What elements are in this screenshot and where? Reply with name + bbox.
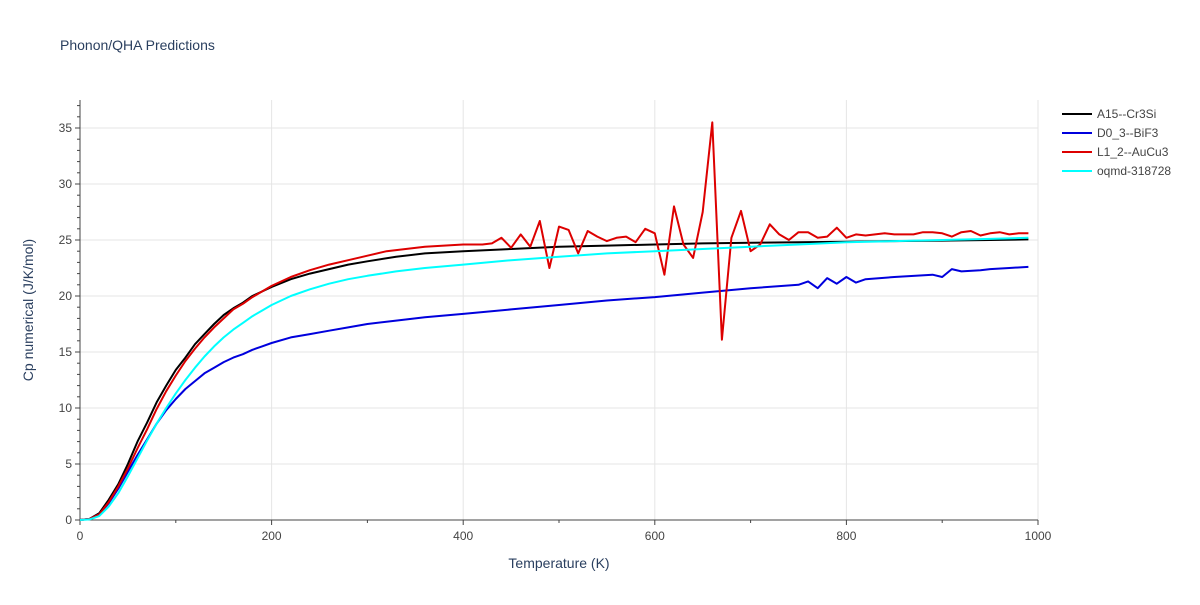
legend-label-oqmd-318728: oqmd-318728: [1097, 164, 1171, 178]
x-tick-label: 600: [645, 529, 665, 543]
y-tick-label: 20: [59, 289, 73, 303]
y-tick-label: 35: [59, 121, 73, 135]
x-tick-label: 200: [262, 529, 282, 543]
x-tick-label: 800: [836, 529, 856, 543]
chart-title: Phonon/QHA Predictions: [60, 37, 215, 53]
x-tick-label: 1000: [1025, 529, 1052, 543]
x-tick-label: 400: [453, 529, 473, 543]
series-line-d0-3-bif3: [79, 265, 1029, 521]
y-tick-label: 25: [59, 233, 73, 247]
legend-label-l1-2-aucu3: L1_2--AuCu3: [1097, 145, 1169, 159]
x-axis-label: Temperature (K): [508, 555, 609, 571]
y-tick-label: 30: [59, 177, 73, 191]
series-line-a15-cr3si: [79, 238, 1029, 521]
y-tick-label: 0: [65, 513, 72, 527]
legend-label-d0-3-bif3: D0_3--BiF3: [1097, 126, 1159, 140]
legend: A15--Cr3Si D0_3--BiF3 L1_2--AuCu3 oqmd-3187…: [1062, 107, 1171, 178]
y-tick-label: 10: [59, 401, 73, 415]
y-tick-label: 5: [65, 457, 72, 471]
x-tick-label: 0: [77, 529, 84, 543]
y-tick-label: 15: [59, 345, 73, 359]
y-axis-label: Cp numerical (J/K/mol): [20, 239, 36, 381]
series-line-oqmd-318728: [79, 236, 1029, 521]
series-layer: [79, 121, 1029, 521]
grid-layer: [80, 100, 1039, 520]
axis-layer: 0 5 10 15 20 25 30 35 0 200 400 600 800 1000: [59, 100, 1052, 543]
legend-label-a15-cr3si: A15--Cr3Si: [1097, 107, 1156, 121]
series-line-l1-2-aucu3: [79, 121, 1029, 521]
